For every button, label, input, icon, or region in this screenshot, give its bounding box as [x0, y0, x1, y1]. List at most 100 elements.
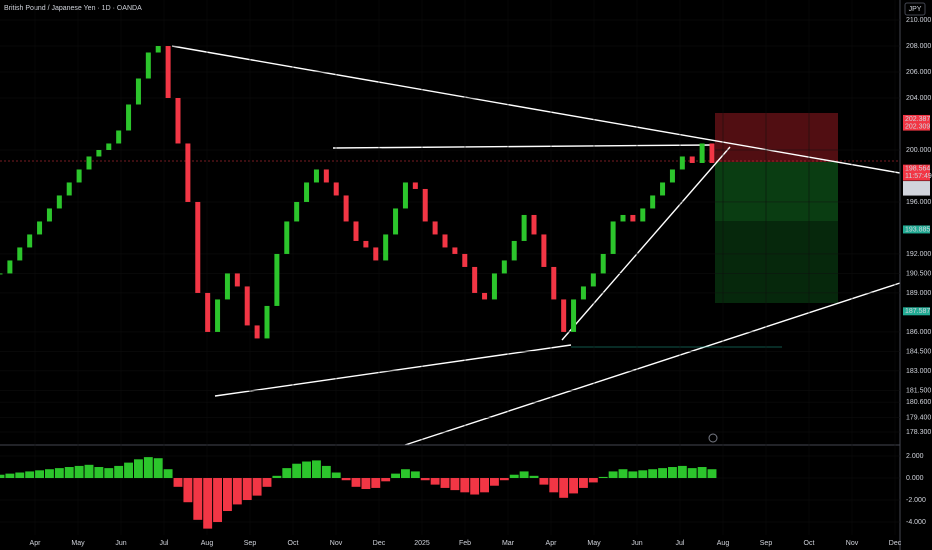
histogram-bar	[54, 468, 64, 479]
candle	[650, 195, 656, 209]
histogram-bar	[440, 478, 450, 488]
y-tick-label: 181.500	[906, 387, 931, 394]
candle	[66, 182, 72, 196]
price-tag-label: 202.309	[905, 123, 930, 130]
histogram-bar	[648, 469, 658, 479]
trendline	[332, 144, 713, 149]
candle	[106, 143, 112, 150]
histogram-bar	[430, 478, 440, 485]
candle	[264, 305, 270, 339]
y-tick-label: 204.000	[906, 95, 931, 102]
candle	[541, 234, 547, 267]
histogram-bar	[569, 478, 578, 494]
price-tag-label: 193.885	[905, 226, 930, 233]
histogram-bar	[232, 478, 242, 505]
histogram-bar	[341, 478, 351, 481]
histogram-bar	[381, 478, 391, 482]
x-tick-label: May	[587, 540, 601, 547]
histogram-bar	[668, 467, 677, 479]
y-tick-label: -4.000	[906, 519, 926, 526]
histogram-bar	[153, 458, 163, 479]
candle	[422, 188, 428, 222]
candle	[472, 266, 478, 293]
candle	[571, 299, 577, 332]
histogram-bar	[203, 478, 213, 529]
x-tick-label: Feb	[459, 540, 471, 547]
candle	[630, 214, 636, 222]
histogram-bar	[252, 478, 262, 496]
candle	[383, 234, 389, 261]
histogram-bar	[114, 465, 124, 479]
histogram-bar	[499, 478, 509, 481]
histogram-bar	[104, 468, 114, 479]
histogram-bar	[302, 461, 311, 479]
candle	[205, 292, 211, 332]
histogram-bar	[529, 475, 539, 479]
x-tick-label: Jun	[115, 540, 126, 547]
histogram-bar	[549, 478, 559, 493]
price-tag	[903, 181, 930, 190]
candle	[0, 273, 3, 275]
candle	[284, 221, 290, 254]
histogram-bar	[25, 471, 35, 479]
histogram-bar	[0, 474, 5, 479]
x-tick-label: 2025	[414, 540, 430, 547]
candle	[521, 214, 527, 241]
candle	[531, 214, 537, 235]
y-tick-label: 210.000	[906, 17, 931, 24]
candle	[600, 253, 606, 274]
histogram-bar	[579, 478, 588, 488]
trendline	[404, 282, 901, 446]
candle	[126, 104, 132, 131]
histogram-bar	[292, 463, 302, 479]
candle	[175, 97, 181, 144]
y-tick-label: 200.000	[906, 147, 931, 154]
x-tick-label: Sep	[244, 540, 257, 547]
candle	[165, 46, 171, 98]
x-tick-label: Aug	[201, 540, 214, 547]
histogram-bar	[460, 478, 470, 493]
trendline	[171, 45, 901, 174]
histogram-bar	[509, 474, 519, 479]
price-tag	[903, 187, 930, 196]
candle	[620, 214, 626, 222]
histogram-bar	[84, 464, 94, 479]
histogram-bar	[124, 462, 133, 479]
candle	[215, 299, 221, 332]
histogram-bar	[64, 467, 74, 479]
histogram-bar	[312, 460, 321, 479]
histogram-bar	[539, 478, 549, 485]
x-tick-label: Dec	[889, 540, 902, 547]
histogram-bar	[559, 478, 569, 498]
histogram-bar	[361, 478, 371, 490]
price-tag-label: 198.564	[905, 165, 930, 172]
histogram-bar	[94, 467, 104, 479]
x-tick-label: Apr	[30, 540, 42, 547]
histogram-bar	[223, 478, 232, 512]
x-tick-label: Jun	[631, 540, 642, 547]
candle	[561, 299, 567, 332]
candle	[580, 286, 586, 300]
candle	[501, 260, 507, 274]
histogram-bar	[321, 465, 331, 479]
candle	[462, 253, 468, 267]
histogram-bar	[173, 478, 183, 487]
candle	[224, 273, 230, 300]
histogram-bar	[282, 468, 292, 479]
histogram-bar	[677, 465, 687, 479]
candle	[96, 149, 102, 157]
y-tick-label: 189.000	[906, 290, 931, 297]
histogram-bar	[450, 478, 460, 491]
candle	[274, 253, 280, 306]
x-tick-label: Sep	[760, 540, 773, 547]
histogram-bar	[638, 470, 648, 479]
histogram-bar	[163, 469, 173, 479]
candle	[7, 260, 13, 274]
candle	[313, 169, 319, 183]
price-tag	[903, 122, 930, 131]
candle	[402, 182, 408, 209]
candle	[145, 52, 151, 79]
candle	[511, 240, 517, 261]
candle	[679, 156, 685, 170]
candle	[551, 266, 557, 300]
